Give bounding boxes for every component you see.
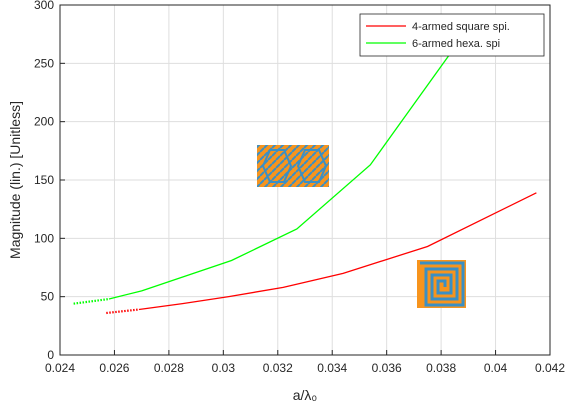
y-tick-label: 0 [47, 348, 54, 362]
y-tick-label: 300 [34, 0, 54, 12]
x-tick-label: 0.032 [263, 361, 293, 375]
data-line [108, 27, 469, 300]
data-line [106, 308, 140, 315]
x-tick-label: 0.024 [45, 361, 75, 375]
x-tick-label: 0.026 [99, 361, 129, 375]
x-tick-label: 0.042 [535, 361, 565, 375]
y-tick-label: 200 [34, 115, 54, 129]
x-tick-label: 0.038 [426, 361, 456, 375]
x-tick-label: 0.028 [154, 361, 184, 375]
legend-label: 4-armed square spi. [412, 21, 510, 33]
x-tick-label: 0.036 [372, 361, 402, 375]
y-tick-label: 50 [41, 290, 55, 304]
square-spiral-inset [417, 260, 466, 308]
axes-frame [59, 4, 551, 356]
y-tick-label: 100 [34, 231, 54, 245]
x-tick-label: 0.04 [484, 361, 508, 375]
y-tick-label: 150 [34, 173, 54, 187]
x-axis-label: a/λ₀ [293, 387, 318, 403]
y-axis-label: Magnitude (lin.) [Unitless] [7, 101, 23, 259]
data-line [138, 192, 537, 311]
y-tick-label: 250 [34, 56, 54, 70]
legend-label: 6-armed hexa. spi [412, 38, 500, 50]
hexagonal-spiral-inset [257, 145, 329, 187]
x-tick-label: 0.03 [212, 361, 236, 375]
x-tick-label: 0.034 [317, 361, 347, 375]
legend: 4-armed square spi. 6-armed hexa. spi [359, 13, 545, 57]
